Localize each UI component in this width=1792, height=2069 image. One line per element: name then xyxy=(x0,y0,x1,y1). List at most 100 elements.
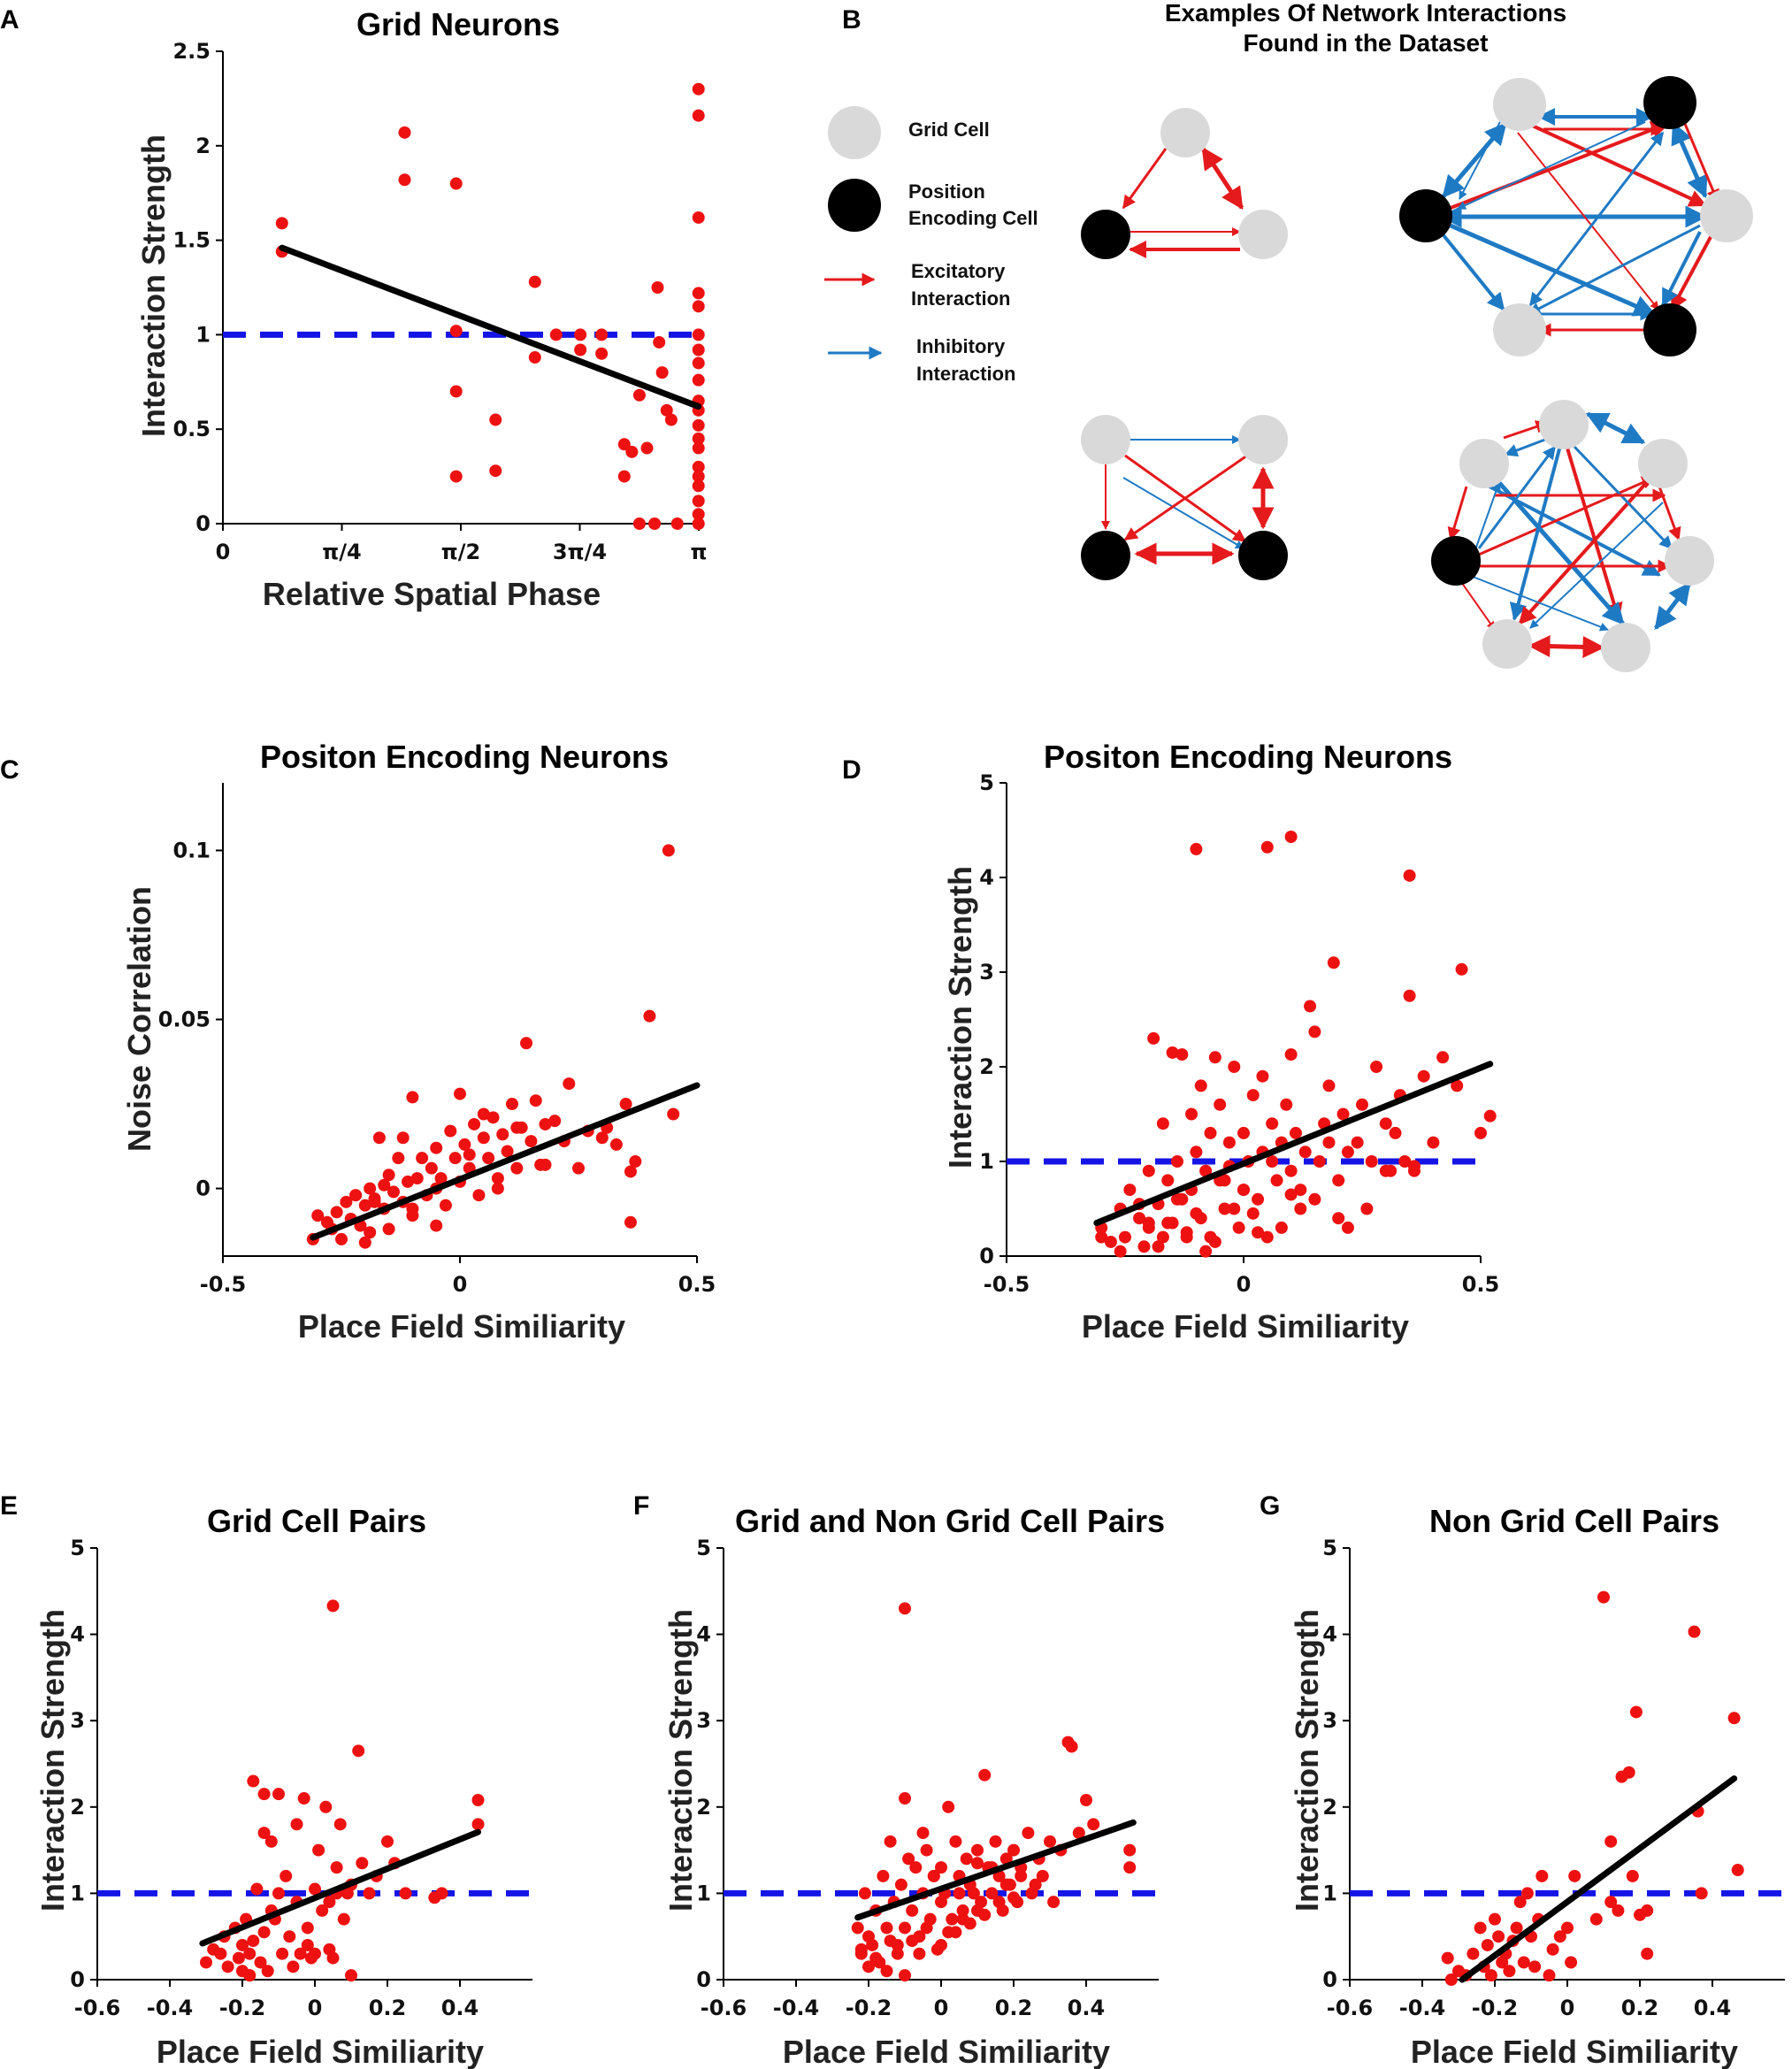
position-cell-node xyxy=(1643,76,1696,129)
data-point xyxy=(624,1165,637,1178)
data-point xyxy=(1218,1202,1231,1215)
data-point xyxy=(624,1215,637,1229)
x-tick-label: -0.5 xyxy=(200,1272,246,1297)
data-point xyxy=(311,1209,325,1222)
data-point xyxy=(1308,1192,1321,1206)
x-tick-label: 0 xyxy=(216,540,231,564)
data-point xyxy=(1565,1956,1578,1969)
data-point xyxy=(1007,1891,1020,1904)
data-point xyxy=(1114,1245,1127,1258)
data-point xyxy=(257,1788,271,1801)
x-tick-label: 0.2 xyxy=(995,1996,1033,2020)
data-point xyxy=(648,517,662,530)
x-tick-label: -0.2 xyxy=(846,1996,892,2020)
x-tick-label: 0 xyxy=(1237,1272,1252,1297)
panel-b-title-line-2: Found in the Dataset xyxy=(1244,29,1489,57)
network-example-hexagon xyxy=(1399,76,1753,356)
excitatory-arrow xyxy=(1122,148,1168,210)
data-point xyxy=(692,479,705,493)
x-tick-label: -0.6 xyxy=(701,1996,747,2020)
data-point xyxy=(352,1744,365,1758)
data-point xyxy=(1246,1207,1260,1220)
regression-line xyxy=(854,1819,1137,1921)
data-point xyxy=(236,1938,249,1951)
data-point xyxy=(1228,1061,1241,1073)
data-point xyxy=(1190,842,1203,855)
data-point xyxy=(539,1117,552,1130)
y-axis-label: Interaction Strength xyxy=(942,866,978,1169)
data-point xyxy=(316,1904,329,1917)
data-point xyxy=(280,1869,293,1882)
data-point xyxy=(1308,1025,1321,1038)
position-cell-node xyxy=(1081,210,1130,259)
data-point xyxy=(264,1835,278,1848)
axes: 0 0.5 1 1.5 2 2.5 0 π/4 π/2 3π/4 π xyxy=(172,39,707,564)
data-point xyxy=(528,351,541,364)
data-point xyxy=(574,343,587,356)
x-tick-label: -0.6 xyxy=(74,1996,120,2020)
data-point xyxy=(1246,1089,1260,1102)
data-point xyxy=(1568,1869,1581,1882)
data-point xyxy=(335,1232,348,1245)
data-point xyxy=(891,1947,904,1960)
data-point xyxy=(1275,1221,1288,1234)
excitatory-arrow xyxy=(1683,123,1719,203)
data-point xyxy=(430,1219,443,1232)
legend-position-label-line-1: Position xyxy=(908,180,985,203)
excitatory-arrow xyxy=(1472,476,1656,559)
data-point xyxy=(382,1222,395,1236)
data-point xyxy=(340,1195,353,1208)
data-point xyxy=(430,1141,443,1154)
legend-inhibitory-label-line-2: Interaction xyxy=(916,363,1015,385)
axes: 0 1 2 3 4 5 -0.6 -0.4 -0.2 0 0.2 0.4 xyxy=(696,1536,1159,2020)
x-tick-label: 0.5 xyxy=(1462,1272,1500,1297)
data-point xyxy=(1161,1174,1175,1187)
inhibitory-arrow xyxy=(1504,436,1551,457)
data-point xyxy=(548,1115,562,1128)
data-point xyxy=(971,1857,984,1870)
y-axis-label: Interaction Strength xyxy=(662,1609,699,1912)
data-point xyxy=(1604,1835,1618,1848)
inhibitory-arrow xyxy=(1529,502,1664,629)
position-cell-node xyxy=(1431,536,1481,586)
inhibitory-arrow xyxy=(1654,582,1691,630)
panel-f-grid-and-non-grid-pairs: F Grid and Non Grid Cell Pairs Place Fie… xyxy=(633,1491,1165,2069)
data-point xyxy=(946,1912,959,1926)
y-tick-label: 0 xyxy=(979,1244,994,1268)
inhibitory-arrow xyxy=(1493,476,1625,625)
data-point xyxy=(1597,1590,1610,1604)
data-point xyxy=(319,1800,333,1813)
x-tick-label: 0 xyxy=(453,1272,468,1297)
panel-b-network-examples: B Examples Of Network Interactions Found… xyxy=(824,0,1753,672)
inhibitory-arrow xyxy=(1472,481,1501,558)
y-tick-label: 1.5 xyxy=(172,228,211,253)
data-point xyxy=(655,366,669,379)
data-point xyxy=(326,1599,340,1613)
data-point xyxy=(406,1202,419,1215)
data-point xyxy=(632,517,646,530)
y-tick-label: 3 xyxy=(1322,1708,1337,1733)
data-point xyxy=(301,1938,314,1951)
data-point xyxy=(398,126,411,139)
y-tick-label: 0 xyxy=(1322,1967,1337,1992)
inhibitory-arrow xyxy=(1442,122,1507,198)
data-point xyxy=(935,1861,947,1874)
data-point xyxy=(1256,1069,1269,1083)
x-tick-label: 0.2 xyxy=(369,1996,407,2020)
data-point xyxy=(1161,1216,1175,1230)
data-point xyxy=(1152,1240,1165,1253)
data-point xyxy=(1237,1184,1250,1197)
data-point xyxy=(363,1887,376,1900)
data-point xyxy=(549,328,563,341)
data-point xyxy=(1284,1188,1298,1201)
data-point xyxy=(1199,1164,1213,1177)
data-point xyxy=(290,1818,303,1831)
data-point xyxy=(640,441,654,455)
data-point xyxy=(1185,1107,1198,1121)
y-tick-label: 2.5 xyxy=(172,39,211,64)
data-point xyxy=(399,1887,412,1900)
data-point xyxy=(1612,1904,1625,1917)
data-point xyxy=(651,281,664,294)
data-point xyxy=(309,1882,321,1896)
position-cell-node xyxy=(1643,303,1696,356)
